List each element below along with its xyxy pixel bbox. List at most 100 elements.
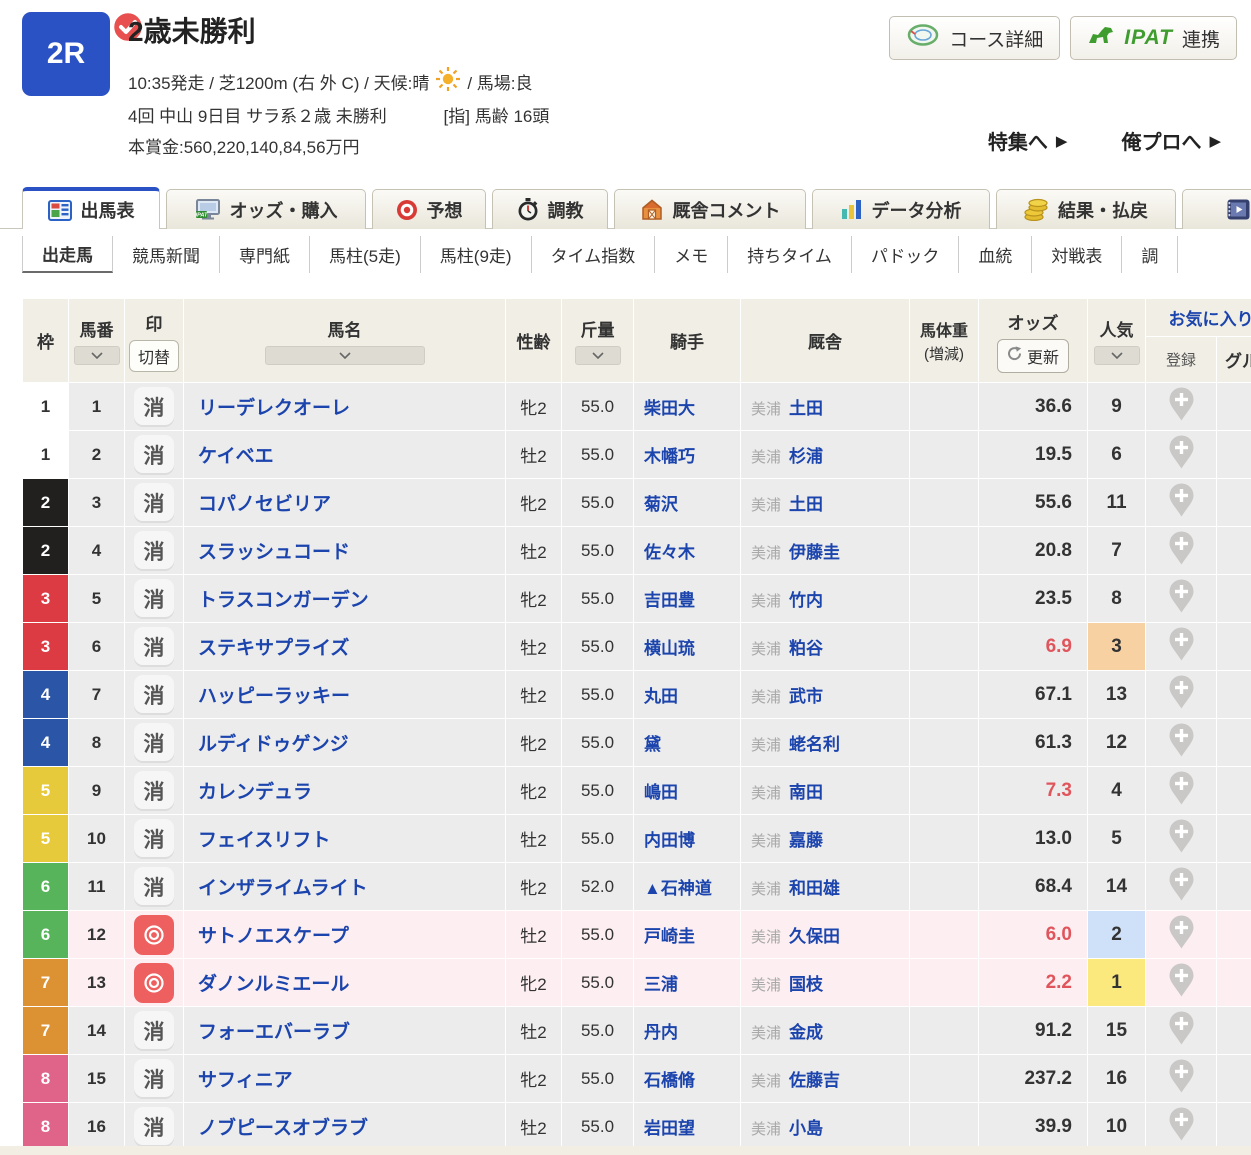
favorite-pin-icon[interactable] — [1168, 867, 1195, 902]
horse-name-link[interactable]: トラスコンガーデン — [198, 590, 369, 611]
odds-refresh-button[interactable]: 更新 — [996, 338, 1069, 373]
mark-honmei-button[interactable] — [134, 914, 174, 955]
favorite-pin-icon[interactable] — [1168, 819, 1195, 854]
favorite-pin-icon[interactable] — [1168, 483, 1195, 518]
favorite-pin-icon[interactable] — [1168, 915, 1195, 950]
subtab-10[interactable]: 血統 — [959, 236, 1033, 273]
horse-name-link[interactable]: ステキサプライズ — [198, 638, 350, 659]
favorite-pin-icon[interactable] — [1168, 579, 1195, 614]
mark-erase-button[interactable]: 消 — [134, 434, 174, 475]
horse-name-link[interactable]: ルディドゥゲンジ — [198, 734, 349, 755]
jockey-link[interactable]: 岩田望 — [644, 1119, 695, 1138]
tab-7[interactable]: 結果・払戻 — [996, 189, 1176, 229]
tokushu-link[interactable]: 特集へ ▶ — [987, 132, 1068, 154]
horse-name-link[interactable]: サトノエスケープ — [198, 926, 349, 947]
favorite-pin-icon[interactable] — [1168, 1059, 1195, 1094]
jockey-link[interactable]: 内田博 — [644, 831, 695, 850]
tab-3[interactable]: 予想 — [372, 189, 486, 229]
horse-name-link[interactable]: ハッピーラッキー — [198, 686, 351, 707]
mark-erase-button[interactable]: 消 — [134, 1010, 174, 1051]
subtab-4[interactable]: 馬柱(5走) — [310, 236, 421, 273]
jockey-link[interactable]: 三浦 — [644, 975, 678, 994]
favorite-pin-icon[interactable] — [1168, 387, 1195, 422]
trainer-link[interactable]: 国枝 — [789, 975, 824, 994]
subtab-11[interactable]: 対戦表 — [1032, 236, 1123, 273]
tab-4[interactable]: 調教 — [492, 189, 608, 229]
jockey-link[interactable]: 戸崎圭 — [644, 927, 695, 946]
trainer-link[interactable]: 竹内 — [789, 591, 824, 610]
jockey-link[interactable]: 吉田豊 — [644, 591, 695, 610]
trainer-link[interactable]: 伊藤圭 — [789, 543, 841, 562]
mark-erase-button[interactable]: 消 — [134, 770, 174, 811]
horse-sort-button[interactable] — [264, 346, 425, 365]
course-detail-button[interactable]: コース詳細 — [889, 16, 1061, 60]
jockey-link[interactable]: 嶋田 — [644, 783, 678, 802]
favorite-pin-icon[interactable] — [1168, 723, 1195, 758]
horse-name-link[interactable]: ダノンルミエール — [198, 974, 350, 995]
mark-erase-button[interactable]: 消 — [134, 722, 174, 763]
subtab-6[interactable]: タイム指数 — [532, 236, 656, 273]
trainer-link[interactable]: 小島 — [789, 1119, 824, 1138]
mark-erase-button[interactable]: 消 — [134, 578, 174, 619]
jockey-link[interactable]: 横山琉 — [644, 639, 695, 658]
mark-erase-button[interactable]: 消 — [134, 386, 174, 427]
horse-name-link[interactable]: カレンデュラ — [198, 782, 313, 803]
mark-erase-button[interactable]: 消 — [134, 674, 174, 715]
trainer-link[interactable]: 嘉藤 — [789, 831, 824, 850]
subtab-7[interactable]: メモ — [655, 236, 729, 273]
popularity-sort-button[interactable] — [1093, 346, 1140, 365]
tab-2[interactable]: IPAT オッズ・購入 — [166, 189, 366, 229]
trainer-link[interactable]: 南田 — [789, 783, 824, 802]
trainer-link[interactable]: 武市 — [789, 687, 824, 706]
ipat-link-button[interactable]: IPAT 連携 — [1070, 16, 1237, 60]
orepro-link[interactable]: 俺プロへ ▶ — [1121, 132, 1221, 154]
jockey-link[interactable]: 丸田 — [644, 687, 678, 706]
trainer-link[interactable]: 粕谷 — [789, 639, 824, 658]
mark-erase-button[interactable]: 消 — [134, 1106, 174, 1146]
trainer-link[interactable]: 和田雄 — [789, 879, 841, 898]
jockey-link[interactable]: 黛 — [644, 735, 661, 754]
tab-1[interactable]: 出馬表 — [22, 187, 160, 229]
jockey-link[interactable]: ▲石神道 — [644, 879, 712, 898]
trainer-link[interactable]: 土田 — [789, 495, 824, 514]
jockey-link[interactable]: 木幡巧 — [644, 447, 695, 466]
trainer-link[interactable]: 土田 — [789, 399, 824, 418]
tab-5[interactable]: 厩舎コメント — [614, 189, 806, 229]
horse-name-link[interactable]: フォーエバーラブ — [198, 1022, 351, 1043]
mark-erase-button[interactable]: 消 — [134, 866, 174, 907]
weight-sort-button[interactable] — [574, 346, 621, 365]
horse-name-link[interactable]: リーデレクオーレ — [198, 398, 351, 419]
trainer-link[interactable]: 久保田 — [789, 927, 841, 946]
mark-erase-button[interactable]: 消 — [134, 482, 174, 523]
trainer-link[interactable]: 金成 — [789, 1023, 824, 1042]
jockey-link[interactable]: 菊沢 — [644, 495, 678, 514]
subtab-1[interactable]: 出走馬 — [22, 236, 113, 273]
favorite-pin-icon[interactable] — [1168, 771, 1195, 806]
favorite-pin-icon[interactable] — [1168, 1011, 1195, 1046]
favorite-pin-icon[interactable] — [1168, 675, 1195, 710]
tab-8[interactable]: レ — [1182, 189, 1251, 229]
umaban-sort-button[interactable] — [73, 346, 120, 365]
mark-toggle-button[interactable]: 切替 — [128, 339, 179, 372]
mark-erase-button[interactable]: 消 — [134, 626, 174, 667]
trainer-link[interactable]: 杉浦 — [789, 447, 824, 466]
favorite-pin-icon[interactable] — [1168, 531, 1195, 566]
horse-name-link[interactable]: ケイベエ — [198, 446, 274, 467]
favorite-pin-icon[interactable] — [1168, 963, 1195, 998]
horse-name-link[interactable]: フェイスリフト — [198, 830, 331, 851]
mark-erase-button[interactable]: 消 — [134, 818, 174, 859]
favorite-pin-icon[interactable] — [1168, 435, 1195, 470]
tab-6[interactable]: データ分析 — [812, 189, 990, 229]
horse-name-link[interactable]: スラッシュコード — [198, 542, 351, 563]
horse-name-link[interactable]: インザライムライト — [198, 878, 368, 899]
subtab-9[interactable]: パドック — [852, 236, 960, 273]
jockey-link[interactable]: 柴田大 — [644, 399, 695, 418]
trainer-link[interactable]: 蛯名利 — [789, 735, 841, 754]
horse-name-link[interactable]: コパノセビリア — [198, 494, 332, 515]
jockey-link[interactable]: 佐々木 — [644, 543, 695, 562]
horse-name-link[interactable]: サフィニア — [198, 1070, 293, 1091]
subtab-3[interactable]: 専門紙 — [220, 236, 310, 273]
mark-honmei-button[interactable] — [134, 962, 174, 1003]
subtab-8[interactable]: 持ちタイム — [728, 236, 852, 273]
trainer-link[interactable]: 佐藤吉 — [789, 1071, 841, 1090]
